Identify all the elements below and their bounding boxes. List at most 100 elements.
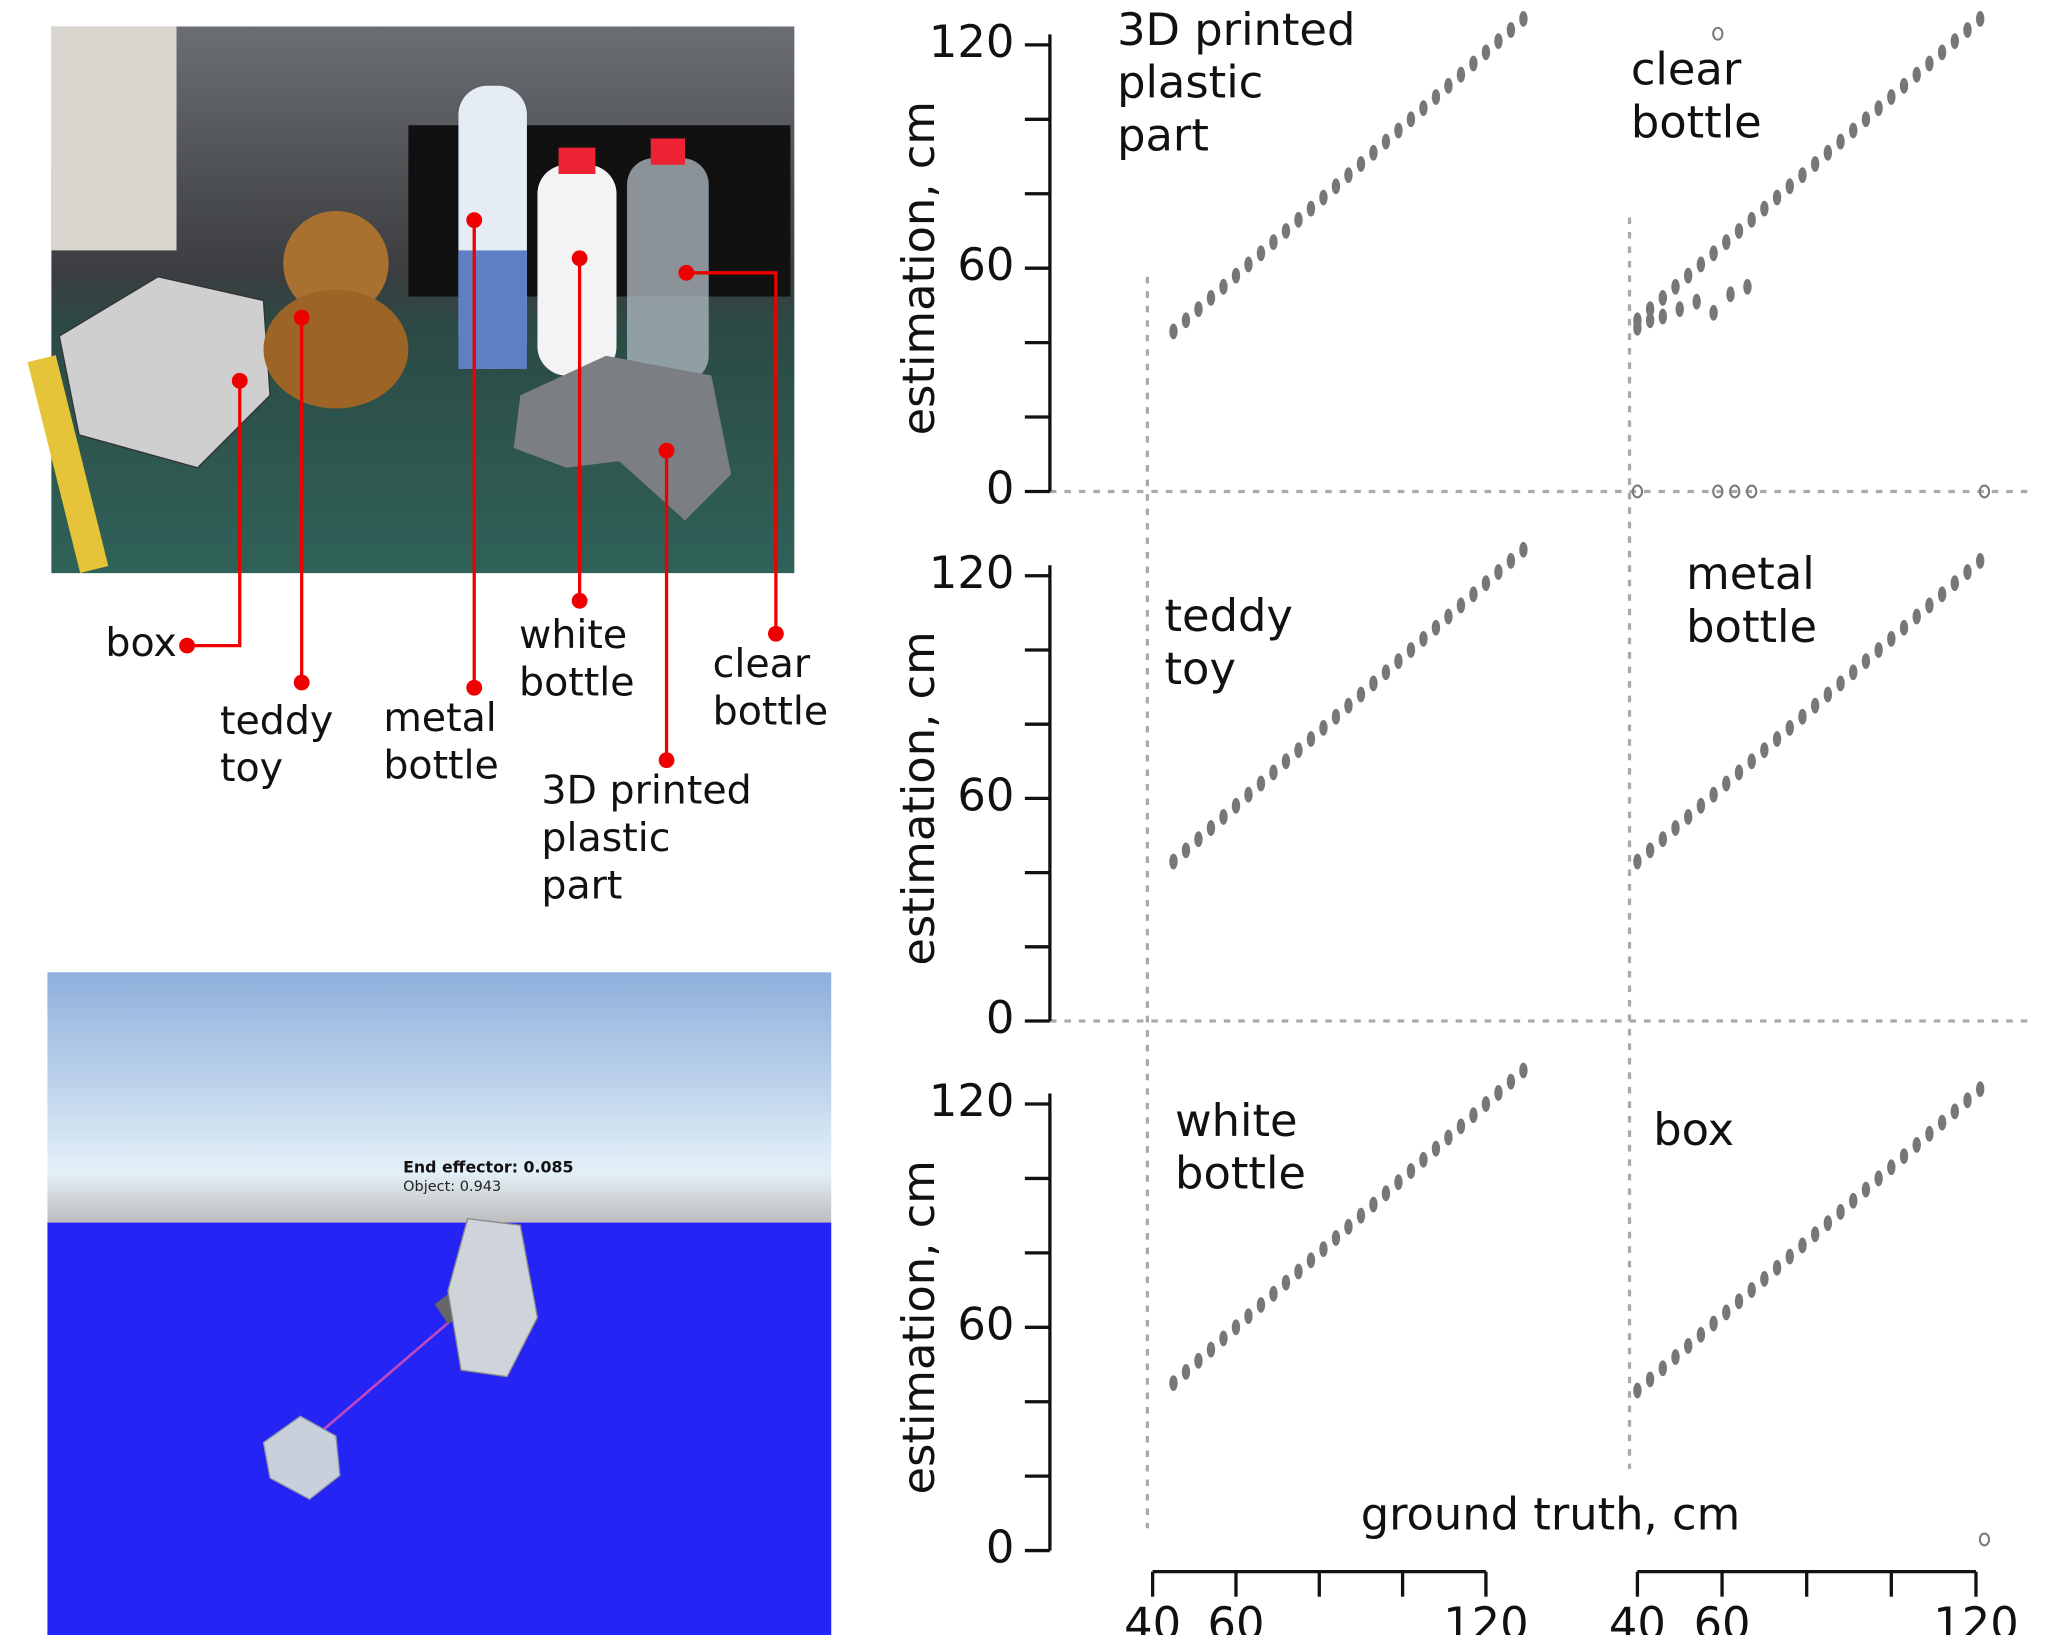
point xyxy=(1684,268,1692,284)
point xyxy=(1319,190,1327,206)
point xyxy=(1671,820,1679,836)
point xyxy=(1976,1081,1984,1097)
y-tick-label: 120 xyxy=(929,15,1014,68)
point xyxy=(1811,1226,1819,1242)
point xyxy=(1382,664,1390,680)
point xyxy=(1900,620,1908,636)
point xyxy=(1722,234,1730,250)
point xyxy=(1294,1264,1302,1280)
y-tick-label: 0 xyxy=(986,1521,1014,1574)
photo-label: 3D printed xyxy=(541,768,751,814)
point xyxy=(1207,820,1215,836)
panel-title: bottle xyxy=(1686,600,1817,653)
x-axis-label: ground truth, cm xyxy=(1361,1488,1741,1541)
point xyxy=(1925,598,1933,614)
photo-label: toy xyxy=(220,745,283,791)
point xyxy=(1357,156,1365,172)
point xyxy=(1646,1371,1654,1387)
point xyxy=(1432,620,1440,636)
point xyxy=(1482,1096,1490,1112)
point xyxy=(1282,1275,1290,1291)
point xyxy=(1494,33,1502,49)
point xyxy=(1407,111,1415,127)
point xyxy=(1332,1230,1340,1246)
y-axis-label: estimation, cm xyxy=(892,1160,945,1494)
panel-title: plastic xyxy=(1117,56,1263,109)
point xyxy=(1369,1197,1377,1213)
point xyxy=(1722,1305,1730,1321)
point xyxy=(1697,798,1705,814)
y-tick-label: 0 xyxy=(986,461,1014,514)
point xyxy=(1798,167,1806,183)
point xyxy=(1219,809,1227,825)
point xyxy=(1207,1342,1215,1358)
point xyxy=(1692,294,1700,310)
panel-title: toy xyxy=(1165,642,1236,695)
point xyxy=(1232,798,1240,814)
point xyxy=(1709,787,1717,803)
y-tick-label: 60 xyxy=(957,1297,1014,1350)
point xyxy=(1507,553,1515,569)
point xyxy=(1444,1130,1452,1146)
point xyxy=(1469,586,1477,602)
point xyxy=(1357,1208,1365,1224)
point xyxy=(1659,1360,1667,1376)
point xyxy=(1951,575,1959,591)
point xyxy=(1419,100,1427,116)
point xyxy=(1444,609,1452,625)
point xyxy=(1862,111,1870,127)
guide-lines xyxy=(1050,217,2029,1528)
outlier xyxy=(1713,28,1722,40)
point xyxy=(1257,1297,1265,1313)
point xyxy=(1938,586,1946,602)
point xyxy=(1257,776,1265,792)
sim-end-effector: End effector: 0.085 xyxy=(403,1158,573,1177)
point xyxy=(1938,1115,1946,1131)
point xyxy=(1849,1193,1857,1209)
point xyxy=(1951,33,1959,49)
point xyxy=(1469,56,1477,72)
point xyxy=(1307,1252,1315,1268)
point xyxy=(1773,1260,1781,1276)
point xyxy=(1494,1085,1502,1101)
point xyxy=(1976,553,1984,569)
point xyxy=(1659,290,1667,306)
point xyxy=(1269,234,1277,250)
panel-title: teddy xyxy=(1165,589,1293,642)
point xyxy=(1169,1375,1177,1391)
point xyxy=(1294,742,1302,758)
point xyxy=(1633,320,1641,336)
photo-label: teddy xyxy=(220,698,333,744)
point xyxy=(1519,542,1527,558)
point xyxy=(1798,709,1806,725)
point xyxy=(1244,257,1252,273)
point xyxy=(1963,1092,1971,1108)
photo-label: bottle xyxy=(519,660,635,706)
panel-title: bottle xyxy=(1175,1146,1306,1199)
figure: boxteddytoymetalbottlewhitebottle3D prin… xyxy=(0,0,2055,1635)
point xyxy=(1257,245,1265,261)
point xyxy=(1735,1293,1743,1309)
point xyxy=(1269,1286,1277,1302)
page: {"photo_labels":{"box":["box"],"teddy":[… xyxy=(0,0,2055,1635)
photo-label: metal xyxy=(383,695,496,741)
point xyxy=(1697,1327,1705,1343)
x-tick-label: 40 xyxy=(1609,1597,1666,1635)
point xyxy=(1394,653,1402,669)
point xyxy=(1307,201,1315,217)
point xyxy=(1726,286,1734,302)
point xyxy=(1900,78,1908,94)
point xyxy=(1786,720,1794,736)
point xyxy=(1633,854,1641,870)
point xyxy=(1709,1316,1717,1332)
simulation-view: End effector: 0.085 Object: 0.943 xyxy=(47,972,831,1635)
x-tick-label: 120 xyxy=(1443,1597,1528,1635)
point xyxy=(1811,698,1819,714)
panel-title: box xyxy=(1653,1103,1734,1156)
point xyxy=(1182,842,1190,858)
point xyxy=(1194,301,1202,317)
point xyxy=(1344,1219,1352,1235)
point xyxy=(1836,675,1844,691)
point xyxy=(1811,156,1819,172)
